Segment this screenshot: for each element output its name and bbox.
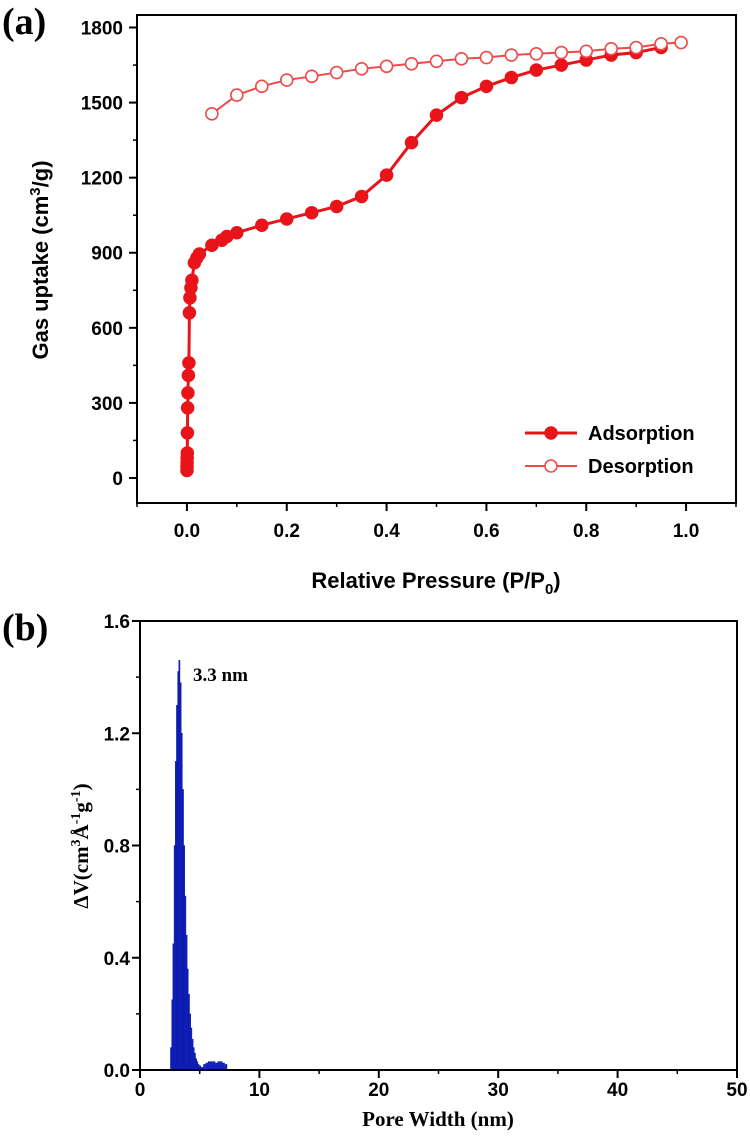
data-point-adsorption xyxy=(379,168,394,182)
data-point-adsorption xyxy=(554,58,569,72)
data-point-adsorption xyxy=(255,218,269,232)
x-tick-label-a: 0.6 xyxy=(473,521,499,542)
x-tick-label-b: 20 xyxy=(368,1080,389,1101)
data-point-desorption xyxy=(230,88,244,102)
y-tick-label-a: 600 xyxy=(91,319,123,340)
data-point-desorption xyxy=(254,79,269,94)
data-point-adsorption xyxy=(185,273,199,288)
data-point-desorption xyxy=(304,69,319,84)
series-layer-a xyxy=(180,35,688,478)
histogram-bar xyxy=(212,1061,216,1071)
data-point-adsorption xyxy=(180,426,195,440)
data-point-adsorption xyxy=(192,247,207,261)
data-point-desorption xyxy=(479,50,494,65)
legend-marker-desorption xyxy=(544,459,558,473)
x-tick-label-a: 0.4 xyxy=(373,521,400,542)
data-point-adsorption xyxy=(329,199,344,214)
x-tick-label-b: 0 xyxy=(135,1080,146,1101)
series-line-adsorption xyxy=(185,46,662,471)
y-tick-label-a: 1200 xyxy=(81,169,123,190)
data-point-adsorption xyxy=(529,63,544,77)
bars-layer-b xyxy=(170,660,228,1071)
y-tick-label-a: 300 xyxy=(91,394,123,415)
histogram-bar xyxy=(208,1061,211,1071)
y-tick-label-b: 1.2 xyxy=(104,724,130,745)
x-tick-label-a: 0.0 xyxy=(174,521,200,542)
x-axis-ticks-b: 0 10 20 30 40 50 xyxy=(135,1070,748,1101)
data-point-adsorption xyxy=(280,212,294,226)
data-point-desorption xyxy=(454,51,469,66)
x-axis-title-b: Pore Width (nm) xyxy=(362,1107,514,1131)
x-tick-label-b: 40 xyxy=(607,1080,628,1101)
data-point-adsorption xyxy=(429,108,444,122)
legend-label-adsorption: Adsorption xyxy=(588,423,695,445)
data-point-desorption xyxy=(579,44,594,59)
y-tick-label-b: 0.0 xyxy=(104,1061,130,1082)
histogram-bar xyxy=(205,1062,209,1071)
data-point-adsorption xyxy=(180,446,195,460)
data-point-adsorption xyxy=(182,356,196,370)
y-tick-label-a: 900 xyxy=(91,244,123,265)
data-point-adsorption xyxy=(479,79,494,94)
data-point-adsorption xyxy=(182,306,197,320)
data-point-adsorption xyxy=(230,225,244,240)
x-tick-label-b: 30 xyxy=(488,1080,509,1101)
data-point-desorption xyxy=(279,73,294,87)
data-point-desorption xyxy=(674,35,688,50)
histogram-bar xyxy=(210,1061,213,1071)
histogram-bar xyxy=(215,1062,218,1071)
data-point-desorption xyxy=(504,48,519,62)
x-tick-label-a: 0.8 xyxy=(573,521,599,542)
x-tick-label-b: 50 xyxy=(726,1080,747,1101)
data-point-adsorption xyxy=(454,90,469,105)
legend-a: Adsorption Desorption xyxy=(525,423,695,478)
x-tick-label-b: 10 xyxy=(249,1080,270,1101)
x-tick-label-a: 1.0 xyxy=(673,521,699,542)
panel-b-pore-distribution-chart: (b) 0 10 20 30 40 50 0.0 0.4 0.8 1.2 1.6 3.3 nm P… xyxy=(2,607,748,1131)
data-point-desorption xyxy=(654,36,668,51)
y-tick-label-a: 0 xyxy=(112,469,123,490)
panel-b-label: (b) xyxy=(2,607,48,649)
histogram-bar xyxy=(217,1061,221,1071)
peak-annotation: 3.3 nm xyxy=(193,665,248,686)
data-point-adsorption xyxy=(181,368,196,383)
data-point-desorption xyxy=(329,65,344,80)
data-point-adsorption xyxy=(404,135,419,150)
data-point-adsorption xyxy=(304,205,319,220)
data-point-desorption xyxy=(205,107,219,121)
data-point-desorption xyxy=(529,46,544,61)
y-axis-ticks-a: 0 300 600 900 1200 1500 1800 xyxy=(81,19,137,490)
legend-label-desorption: Desorption xyxy=(588,456,694,478)
y-tick-label-a: 1500 xyxy=(81,94,123,115)
data-point-desorption xyxy=(604,41,619,56)
y-tick-label-b: 1.6 xyxy=(104,612,130,633)
data-point-desorption xyxy=(429,54,444,69)
panel-a-label: (a) xyxy=(2,1,46,43)
y-tick-label-b: 0.4 xyxy=(104,949,131,970)
x-axis-title-a: Relative Pressure (P/P0) xyxy=(311,568,560,598)
y-axis-ticks-b: 0.0 0.4 0.8 1.2 1.6 xyxy=(104,612,140,1082)
legend-marker-adsorption xyxy=(544,426,558,440)
x-tick-label-a: 0.2 xyxy=(274,521,300,542)
data-point-desorption xyxy=(554,45,569,60)
data-point-adsorption xyxy=(180,401,195,415)
panel-a-isotherm-chart: (a) 0.0 0.2 0.4 0.6 0.8 1.0 0 300 600 900 1200 150… xyxy=(2,1,737,598)
data-point-adsorption xyxy=(504,70,519,85)
data-point-desorption xyxy=(354,62,369,76)
data-point-desorption xyxy=(629,40,643,55)
histogram-bar xyxy=(222,1062,225,1071)
data-point-desorption xyxy=(404,56,419,71)
y-tick-label-a: 1800 xyxy=(81,19,123,40)
data-point-adsorption xyxy=(181,386,195,400)
y-axis-title-b: ΔV(cm3Å-1g-1) xyxy=(69,783,93,908)
data-point-adsorption xyxy=(354,189,369,204)
x-axis-ticks-a: 0.0 0.2 0.4 0.6 0.8 1.0 xyxy=(136,503,737,542)
y-tick-label-b: 0.8 xyxy=(104,837,130,858)
plot-frame-b xyxy=(139,620,738,1071)
histogram-bar xyxy=(219,1061,223,1071)
data-point-desorption xyxy=(379,59,394,74)
y-axis-title-a: Gas uptake (cm3/g) xyxy=(27,160,53,359)
